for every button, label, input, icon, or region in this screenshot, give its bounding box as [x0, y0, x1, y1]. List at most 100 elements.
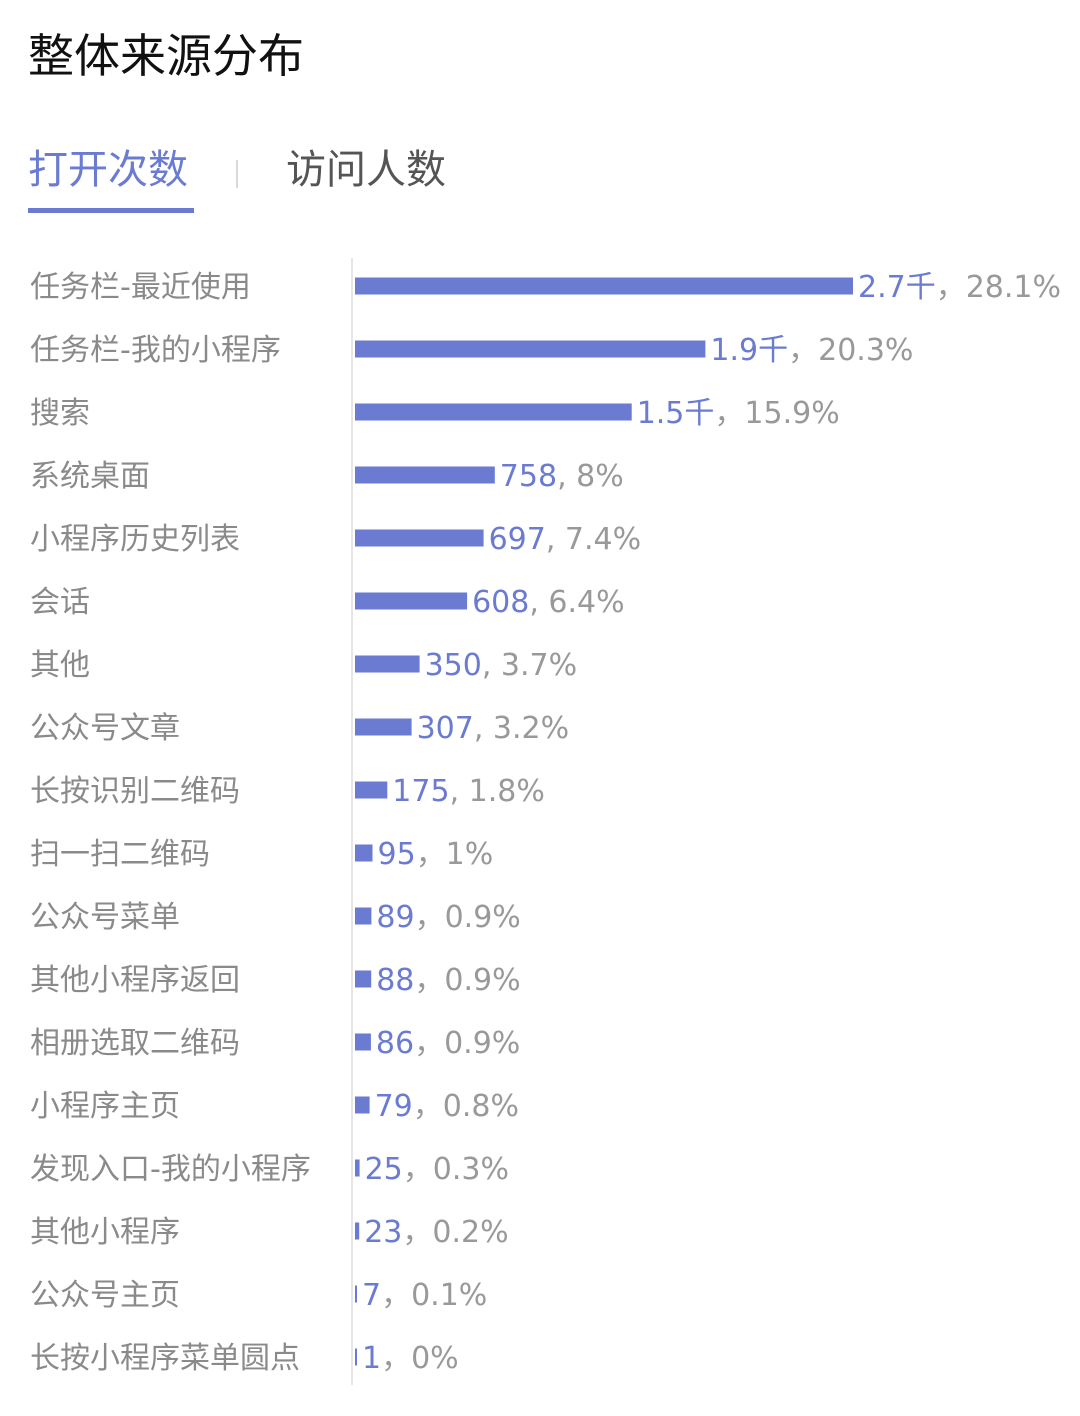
category-label: 长按小程序菜单圆点 — [30, 1341, 300, 1376]
category-label: 会话 — [30, 585, 90, 620]
data-label: 697, 7.4% — [489, 522, 642, 557]
data-label: 7，0.1% — [362, 1278, 487, 1313]
bar[interactable] — [355, 1222, 360, 1240]
category-label: 相册选取二维码 — [30, 1026, 240, 1061]
value-label: 23 — [364, 1215, 402, 1250]
value-label: 1 — [362, 1341, 381, 1376]
data-label: 79，0.8% — [375, 1089, 519, 1124]
bar-row: 任务栏-我的小程序 1.9千，20.3% — [30, 333, 913, 368]
value-label: 1.9千 — [710, 333, 788, 368]
data-label: 23，0.2% — [364, 1215, 508, 1250]
bar[interactable] — [355, 1159, 360, 1177]
value-label: 86 — [376, 1026, 414, 1061]
bar-row: 其他 350, 3.7% — [30, 648, 577, 683]
category-label: 小程序历史列表 — [30, 522, 240, 557]
bar[interactable] — [355, 1096, 370, 1114]
bar-row: 会话 608, 6.4% — [30, 585, 625, 620]
percent-label: , 3.7% — [482, 648, 577, 683]
bar[interactable] — [355, 907, 372, 925]
percent-label: , 8% — [557, 459, 624, 494]
data-label: 1.9千，20.3% — [710, 333, 913, 368]
percent-label: , 7.4% — [546, 522, 641, 557]
percent-label: ，0.2% — [402, 1215, 508, 1250]
page-title: 整体来源分布 — [28, 29, 304, 83]
percent-label: ，1% — [416, 837, 494, 872]
bar-row: 小程序主页 79，0.8% — [30, 1089, 519, 1124]
percent-label: , 3.2% — [474, 711, 569, 746]
value-label: 79 — [375, 1089, 413, 1124]
category-label: 小程序主页 — [30, 1089, 180, 1124]
bar-row: 相册选取二维码 86，0.9% — [30, 1026, 520, 1061]
bar[interactable] — [355, 1285, 357, 1303]
category-label: 系统桌面 — [30, 459, 150, 494]
percent-label: ，0.9% — [414, 963, 520, 998]
percent-label: ，0.3% — [403, 1152, 509, 1187]
category-label: 其他小程序返回 — [30, 963, 240, 998]
bar[interactable] — [355, 340, 706, 358]
bar[interactable] — [355, 277, 853, 295]
data-label: 307, 3.2% — [417, 711, 570, 746]
tab-visitor-count[interactable]: 访问人数 — [286, 147, 446, 193]
bar[interactable] — [355, 970, 372, 988]
bar[interactable] — [355, 1033, 371, 1051]
data-label: 758, 8% — [500, 459, 624, 494]
category-label: 其他小程序 — [30, 1215, 180, 1250]
bar-row: 系统桌面 758, 8% — [30, 459, 624, 494]
value-label: 89 — [376, 900, 414, 935]
value-label: 7 — [362, 1278, 381, 1313]
category-label: 搜索 — [30, 396, 90, 431]
percent-label: ，0.9% — [415, 900, 521, 935]
category-label: 扫一扫二维码 — [30, 837, 210, 872]
percent-label: ，0.8% — [413, 1089, 519, 1124]
percent-label: ，28.1% — [936, 270, 1061, 305]
data-label: 608, 6.4% — [472, 585, 625, 620]
value-label: 2.7千 — [858, 270, 936, 305]
data-label: 95，1% — [378, 837, 494, 872]
bar[interactable] — [355, 403, 632, 421]
data-label: 1.5千，15.9% — [637, 396, 840, 431]
category-label: 公众号菜单 — [30, 900, 180, 935]
tab-divider — [236, 160, 238, 188]
bar[interactable] — [355, 655, 420, 673]
bar[interactable] — [355, 466, 495, 484]
bar-row: 其他小程序返回 88，0.9% — [30, 963, 521, 998]
bar-row: 搜索 1.5千，15.9% — [30, 396, 840, 431]
percent-label: ，15.9% — [714, 396, 839, 431]
bar[interactable] — [355, 844, 373, 862]
value-label: 350 — [425, 648, 482, 683]
value-label: 88 — [376, 963, 414, 998]
category-label: 长按识别二维码 — [30, 774, 240, 809]
tab-bar: 打开次数 访问人数 — [28, 140, 728, 220]
percent-label: ，0% — [381, 1341, 459, 1376]
percent-label: ，0.1% — [381, 1278, 487, 1313]
tab-open-count[interactable]: 打开次数 — [28, 147, 188, 193]
bar[interactable] — [355, 781, 388, 799]
value-label: 25 — [365, 1152, 403, 1187]
bar-row: 公众号主页 7，0.1% — [30, 1278, 487, 1313]
bar[interactable] — [355, 529, 484, 547]
bar[interactable] — [355, 718, 412, 736]
bar-row: 公众号菜单 89，0.9% — [30, 900, 521, 935]
percent-label: ，0.9% — [414, 1026, 520, 1061]
percent-label: ，20.3% — [788, 333, 913, 368]
data-label: 2.7千，28.1% — [858, 270, 1061, 305]
category-label: 发现入口-我的小程序 — [30, 1152, 311, 1187]
bar-row: 长按小程序菜单圆点 1，0% — [30, 1341, 459, 1376]
data-label: 89，0.9% — [376, 900, 520, 935]
bar-row: 任务栏-最近使用 2.7千，28.1% — [30, 270, 1061, 305]
bar-row: 其他小程序 23，0.2% — [30, 1215, 509, 1250]
value-label: 1.5千 — [637, 396, 715, 431]
data-label: 350, 3.7% — [425, 648, 578, 683]
value-label: 95 — [378, 837, 416, 872]
bar-row: 小程序历史列表 697, 7.4% — [30, 522, 641, 557]
category-label: 任务栏-我的小程序 — [30, 333, 281, 368]
value-label: 608 — [472, 585, 529, 620]
bar[interactable] — [355, 592, 468, 610]
value-label: 307 — [417, 711, 474, 746]
percent-label: , 6.4% — [529, 585, 624, 620]
data-label: 175, 1.8% — [392, 774, 545, 809]
bar[interactable] — [355, 1348, 357, 1366]
category-label: 公众号文章 — [30, 711, 180, 746]
